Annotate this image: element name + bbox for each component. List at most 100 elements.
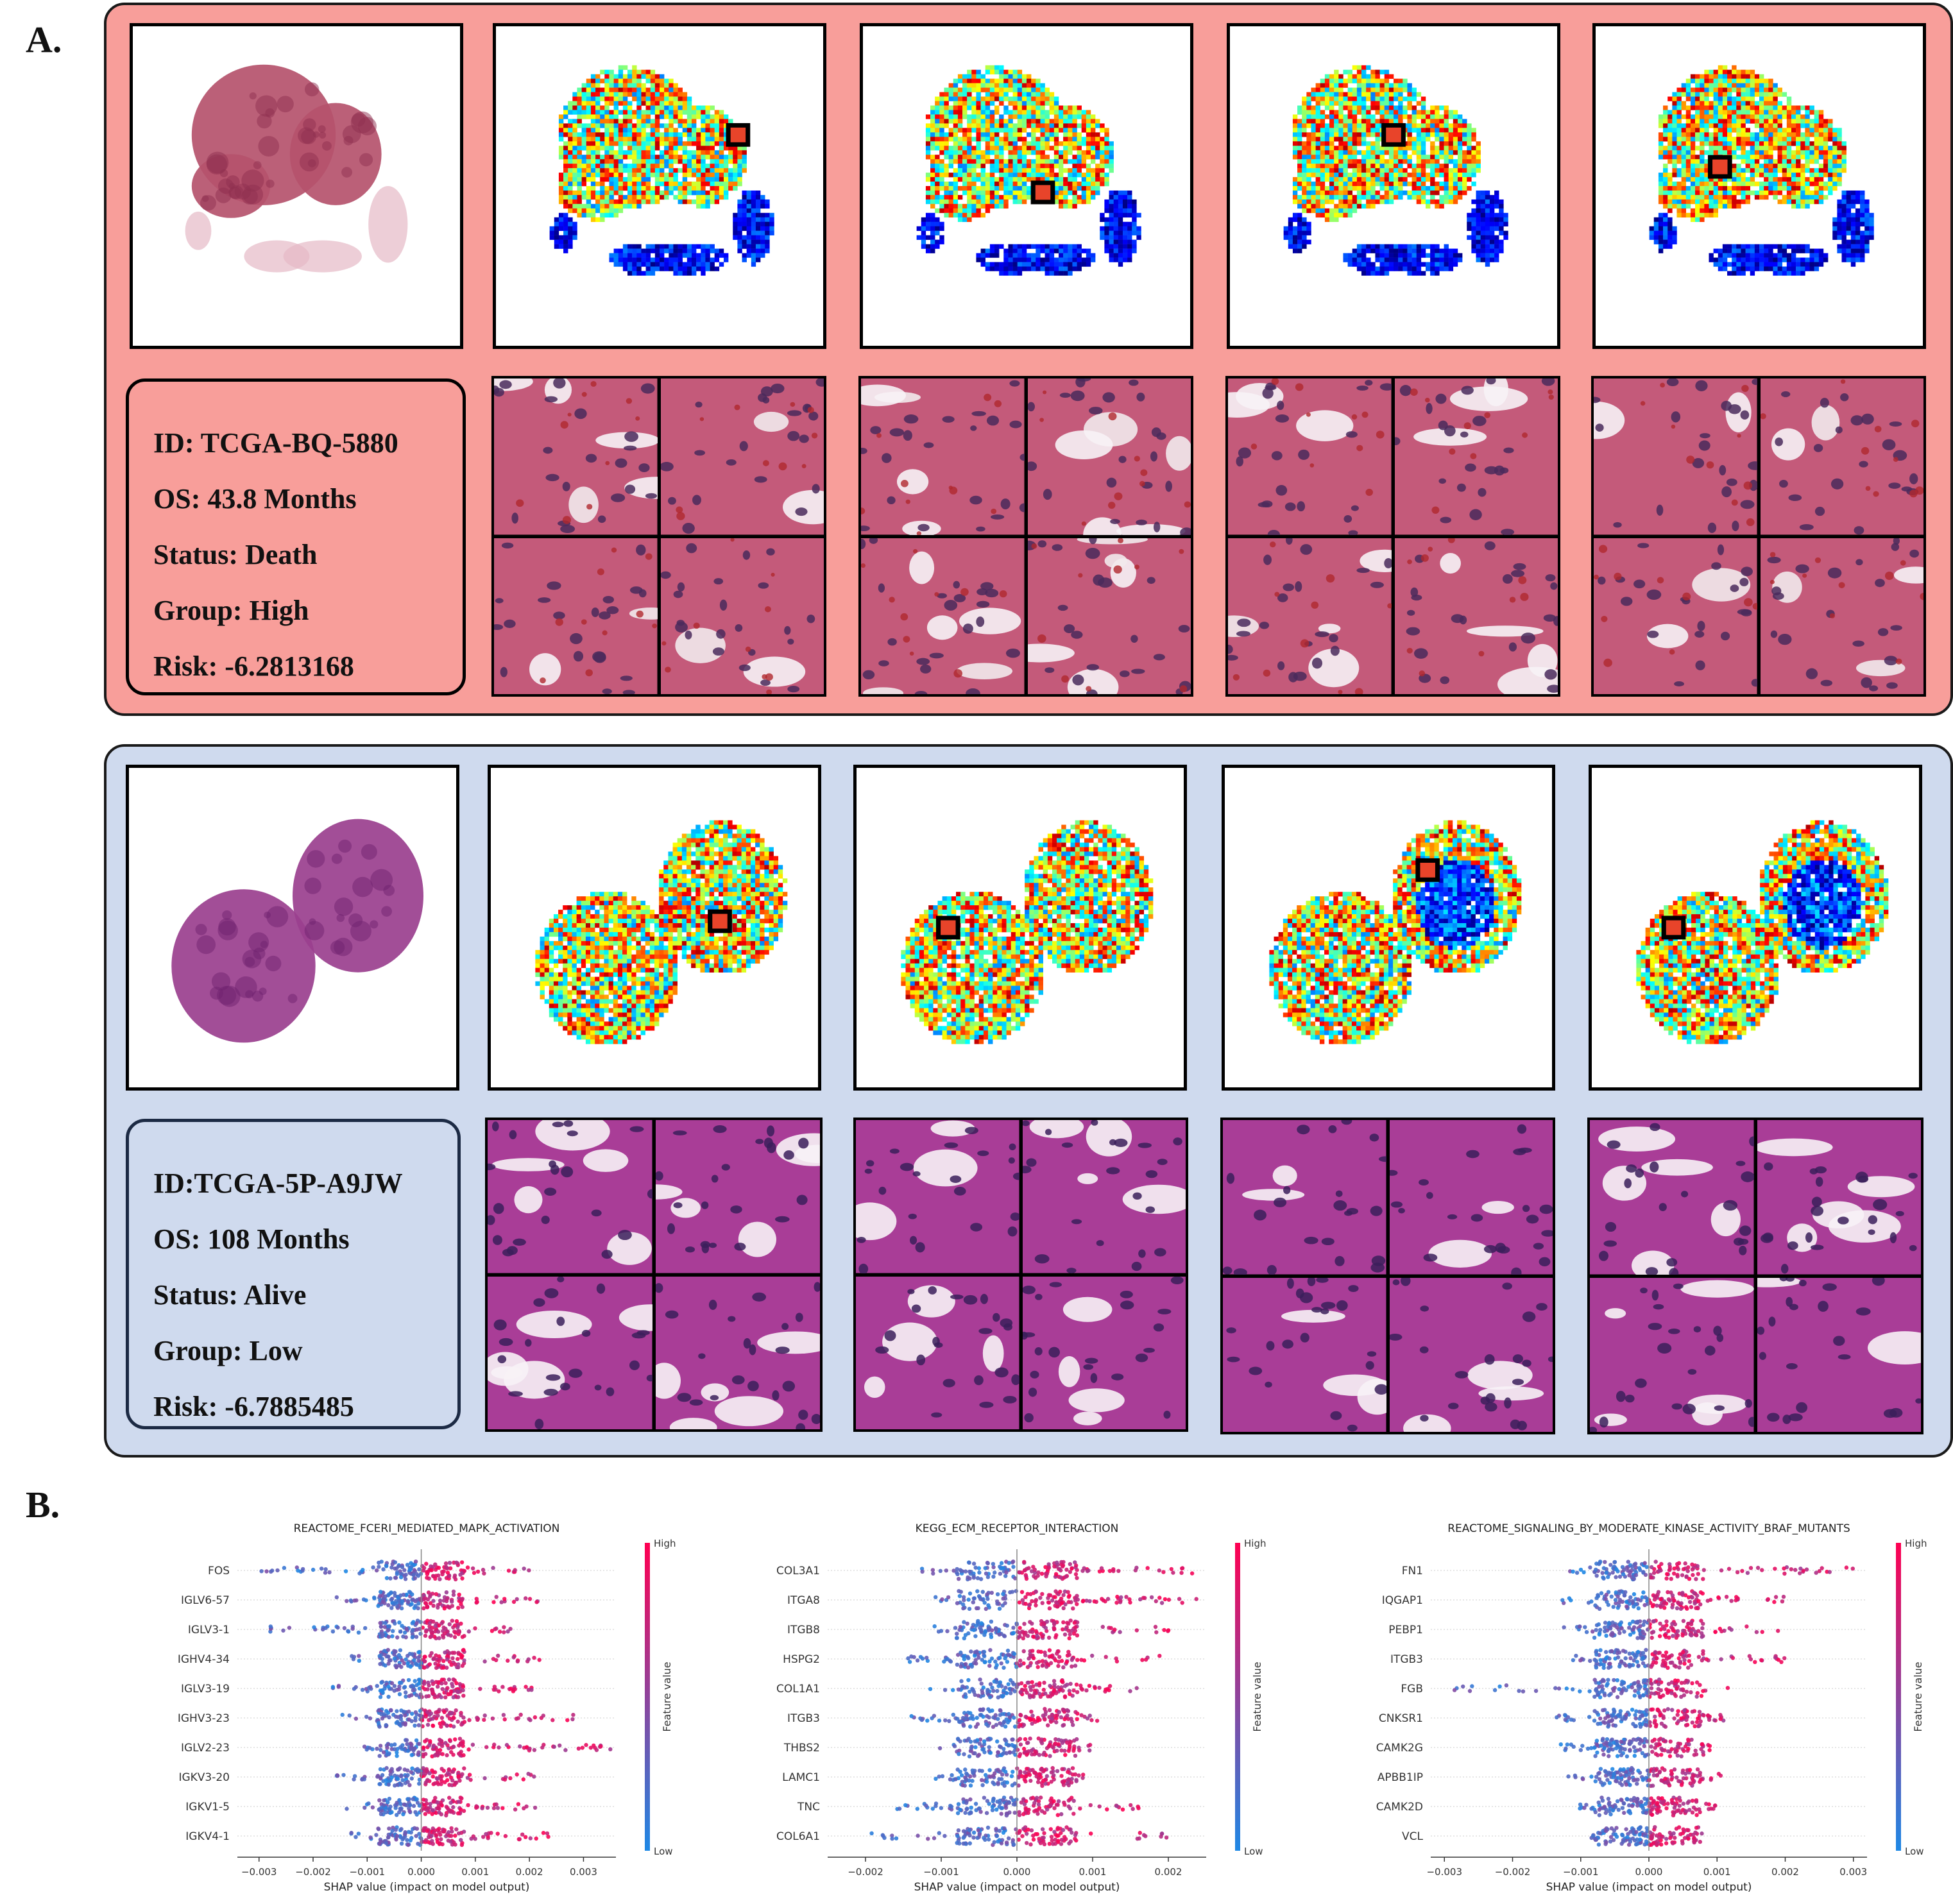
shap-point (1712, 1718, 1717, 1722)
shap-point (1582, 1806, 1587, 1810)
shap-point (1014, 1589, 1018, 1594)
shap-point (1016, 1837, 1021, 1842)
shap-point (1084, 1599, 1089, 1603)
shap-point (1666, 1749, 1671, 1754)
shap-point (1059, 1658, 1064, 1663)
shap-point (956, 1828, 961, 1833)
shap-point (444, 1590, 449, 1595)
shap-point (986, 1837, 991, 1842)
shap-point (1638, 1747, 1642, 1752)
shap-point (456, 1719, 460, 1724)
shap-point (989, 1619, 994, 1624)
shap-point (450, 1684, 455, 1688)
shap-point (533, 1805, 538, 1810)
shap-point (1617, 1664, 1622, 1669)
shap-point (527, 1568, 531, 1573)
shap-point (1626, 1685, 1631, 1689)
shap-point (1050, 1838, 1054, 1843)
shap-point (1023, 1683, 1027, 1688)
shap-point (398, 1629, 403, 1634)
shap-point (1055, 1560, 1059, 1565)
shap-point (1041, 1778, 1046, 1783)
shap-point (404, 1690, 408, 1695)
shap-point (1061, 1783, 1066, 1787)
shap-point (1773, 1567, 1777, 1571)
case2-heatmap-4 (1589, 765, 1922, 1091)
shap-point (1615, 1742, 1619, 1747)
shap-point (966, 1597, 971, 1602)
shap-point (496, 1653, 500, 1658)
shap-point (513, 1687, 517, 1692)
shap-point (1007, 1715, 1012, 1720)
shap-point (1492, 1688, 1497, 1692)
shap-point (1006, 1682, 1011, 1687)
shap-point (1061, 1593, 1066, 1597)
shap-x-axis-label: SHAP value (impact on model output) (1546, 1881, 1752, 1894)
shap-point (1105, 1597, 1111, 1601)
shap-point (425, 1722, 431, 1727)
shap-point (1656, 1796, 1661, 1800)
shap-point (1574, 1570, 1580, 1575)
shap-point (1002, 1688, 1006, 1693)
shap-colorbar-label: Feature value (661, 1662, 673, 1731)
shap-point (1614, 1835, 1619, 1839)
shap-point (1114, 1659, 1120, 1663)
shap-point (311, 1567, 316, 1572)
shap-point (1034, 1796, 1039, 1800)
shap-point (982, 1739, 987, 1744)
shap-point (408, 1741, 413, 1746)
shap-point (1608, 1806, 1612, 1811)
shap-point (462, 1720, 467, 1724)
shap-feature-label: IGLV3-19 (181, 1683, 230, 1696)
shap-point (1630, 1599, 1635, 1604)
shap-point (1003, 1737, 1007, 1742)
shap-point (1045, 1572, 1049, 1576)
shap-point (1651, 1840, 1656, 1846)
shap-point (946, 1595, 951, 1600)
case1-patch-grid-3 (1225, 376, 1560, 697)
shap-point (1068, 1681, 1073, 1686)
shap-point (435, 1694, 440, 1699)
shap-point (395, 1801, 399, 1805)
shap-point (1660, 1624, 1666, 1629)
shap-point (1615, 1651, 1620, 1656)
shap-colorbar (1235, 1543, 1240, 1851)
shap-point (1039, 1572, 1045, 1576)
shap-point (1621, 1801, 1626, 1806)
shap-point (411, 1572, 416, 1577)
shap-point (951, 1712, 955, 1717)
shap-point (978, 1708, 983, 1712)
shap-point (1169, 1567, 1173, 1572)
shap-point (345, 1599, 349, 1603)
shap-point (968, 1833, 972, 1838)
shap-point (1663, 1633, 1667, 1638)
shap-point (416, 1750, 421, 1755)
shap-point (410, 1766, 414, 1771)
shap-point (1036, 1649, 1041, 1654)
shap-point (467, 1772, 472, 1777)
shap-point (1604, 1840, 1608, 1844)
shap-point (1070, 1766, 1075, 1771)
shap-point (1621, 1572, 1626, 1576)
shap-point (1700, 1831, 1704, 1836)
shap-point (1642, 1678, 1646, 1683)
shap-point (377, 1654, 382, 1658)
shap-point (1040, 1634, 1045, 1638)
shap-point (1610, 1620, 1615, 1625)
shap-point (984, 1571, 989, 1576)
shap-point (497, 1745, 501, 1750)
shap-point (1599, 1743, 1603, 1748)
shap-point (1045, 1629, 1049, 1633)
shap-point (1048, 1661, 1053, 1665)
shap-point (439, 1767, 444, 1771)
shap-point (1064, 1574, 1068, 1579)
shap-point (1020, 1598, 1025, 1602)
shap-point (1035, 1660, 1039, 1665)
shap-point (1018, 1626, 1022, 1630)
shap-point (1624, 1782, 1628, 1787)
shap-point (444, 1813, 448, 1818)
shap-point (412, 1658, 416, 1662)
shap-point (406, 1600, 411, 1604)
shap-point (456, 1665, 461, 1670)
shap-point (1061, 1665, 1066, 1670)
